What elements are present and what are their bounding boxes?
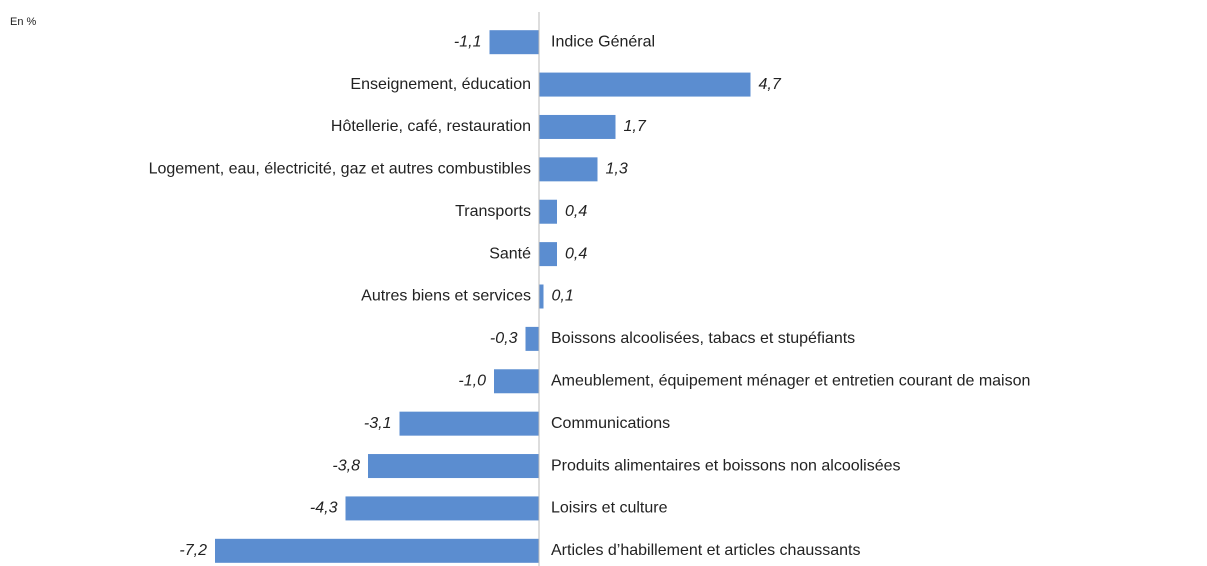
category-label: Logement, eau, électricité, gaz et autre… — [149, 161, 531, 178]
category-label: Boissons alcoolisées, tabacs et stupéfia… — [551, 330, 855, 347]
value-label: 0,1 — [552, 288, 574, 305]
category-label: Hôtellerie, café, restauration — [331, 118, 531, 135]
value-label: -1,0 — [458, 372, 486, 389]
value-label: -3,8 — [332, 457, 360, 474]
category-label: Ameublement, équipement ménager et entre… — [551, 372, 1030, 389]
category-label: Produits alimentaires et boissons non al… — [551, 457, 901, 474]
value-label: -4,3 — [310, 500, 338, 517]
bar — [539, 242, 557, 267]
category-label: Indice Général — [551, 33, 655, 50]
bar — [399, 411, 539, 436]
value-label: 4,7 — [759, 76, 782, 93]
bar — [539, 114, 616, 139]
value-label: 1,7 — [624, 118, 647, 135]
chart-subtitle: En % — [10, 16, 37, 28]
bar — [539, 72, 751, 97]
category-label: Loisirs et culture — [551, 500, 668, 517]
category-label: Enseignement, éducation — [350, 76, 531, 93]
value-label: -7,2 — [179, 542, 207, 559]
category-label: Articles d’habillement et articles chaus… — [551, 542, 860, 559]
category-label: Communications — [551, 415, 670, 432]
value-label: -3,1 — [364, 415, 392, 432]
bar — [368, 454, 539, 479]
bar — [489, 30, 539, 55]
bar — [494, 369, 539, 394]
bar — [215, 538, 539, 563]
value-label: 0,4 — [565, 245, 587, 262]
value-label: 0,4 — [565, 203, 587, 220]
category-label: Transports — [455, 203, 531, 220]
bar — [539, 157, 598, 182]
bar — [525, 326, 539, 351]
category-label: Santé — [489, 245, 531, 262]
value-label: -1,1 — [454, 33, 482, 50]
bar — [539, 199, 557, 224]
bar — [539, 284, 544, 309]
value-label: 1,3 — [606, 161, 628, 178]
value-label: -0,3 — [490, 330, 518, 347]
category-label: Autres biens et services — [361, 288, 531, 305]
bar — [345, 496, 539, 521]
